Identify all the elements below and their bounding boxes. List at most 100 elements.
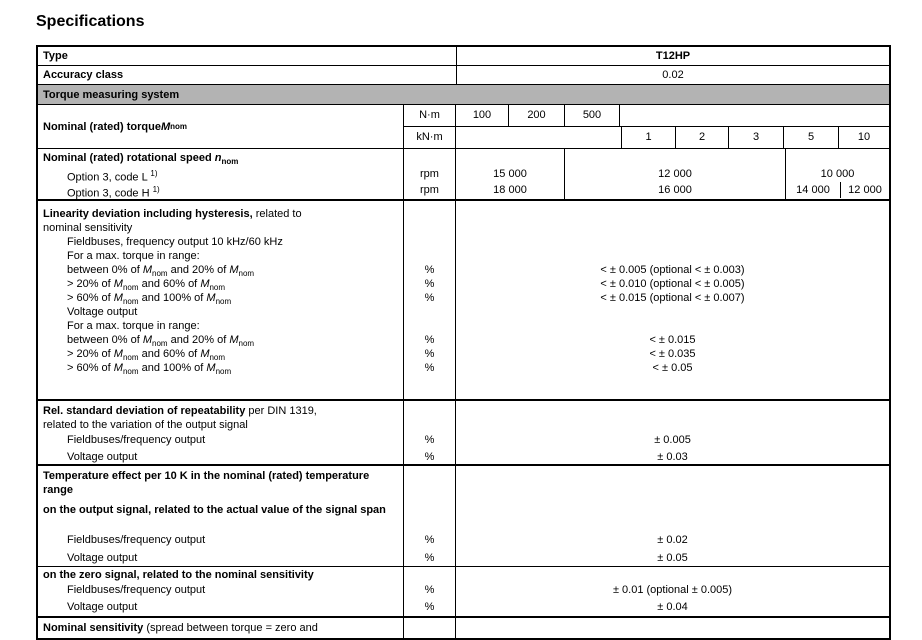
- repeatability-label-column: Rel. standard deviation of repeatability…: [38, 401, 404, 464]
- temperature-label-column: Temperature effect per 10 K in the nomin…: [38, 466, 404, 566]
- speed-label-column: Nominal (rated) rotational speed nnom Op…: [38, 149, 404, 200]
- partial-bottom-row: Nominal sensitivity (spread between torq…: [38, 618, 889, 638]
- unit-cell: %: [424, 601, 435, 613]
- value-cell: < ± 0.015: [649, 334, 696, 346]
- speed-section: Nominal (rated) rotational speed nnom Op…: [38, 149, 889, 201]
- linearity-value-column: < ± 0.005 (optional < ± 0.003) < ± 0.010…: [456, 201, 889, 399]
- unit-cell: rpm: [420, 168, 439, 180]
- empty-cell: [620, 105, 889, 126]
- row-label: Voltage output: [67, 601, 138, 613]
- row-accuracy-class: Accuracy class 0.02: [38, 66, 889, 85]
- voltage-range-label: For a max. torque in range:: [67, 320, 200, 332]
- range-label: > 20% of Mnom and 60% of Mnom: [67, 278, 226, 293]
- unit-cell: %: [424, 348, 435, 360]
- unit-cell: %: [424, 292, 435, 304]
- unit-cell: %: [424, 362, 435, 374]
- accuracy-class-value: 0.02: [662, 69, 684, 81]
- partial-row-label-column: Nominal sensitivity (spread between torq…: [38, 618, 404, 638]
- torque-row-nm: N·m 100 200 500: [404, 105, 889, 127]
- unit-cell: kN·m: [404, 126, 456, 148]
- repeatability-header-line1: Rel. standard deviation of repeatability…: [43, 405, 317, 417]
- temperature-value-column: ± 0.02 ± 0.05: [456, 466, 889, 566]
- value-cell: ± 0.05: [657, 552, 688, 564]
- unit-cell: %: [424, 451, 435, 463]
- unit-cell: %: [424, 264, 435, 276]
- unit-cell: %: [424, 334, 435, 346]
- row-label: Fieldbuses/frequency output: [67, 534, 206, 546]
- page-title: Specifications: [36, 13, 145, 30]
- value-cell: < ± 0.035: [649, 348, 696, 360]
- torque-value-cell: 1: [622, 126, 676, 148]
- unit-cell: %: [424, 278, 435, 290]
- speed-option-l-label: Option 3, code L 1): [67, 169, 158, 184]
- torque-value-cell: 3: [729, 126, 784, 148]
- speed-split-row: 14 000 12 000: [786, 182, 889, 198]
- speed-slice-a: 15 000 18 000: [456, 149, 565, 199]
- unit-cell: %: [424, 434, 435, 446]
- range-label: > 20% of Mnom and 60% of Mnom: [67, 348, 226, 363]
- linearity-label-column: Linearity deviation including hysteresis…: [38, 201, 404, 399]
- zero-signal-unit-column: % %: [404, 567, 456, 616]
- speed-value-cell: 16 000: [658, 184, 692, 196]
- value-cell: < ± 0.010 (optional < ± 0.005): [600, 278, 745, 290]
- torque-value-cell: 500: [565, 105, 620, 126]
- torque-value-cell: 100: [456, 105, 509, 126]
- unit-cell: %: [424, 584, 435, 596]
- empty-cell: [456, 126, 622, 148]
- speed-value-cell: 15 000: [493, 168, 527, 180]
- voltage-title: Voltage output: [67, 306, 138, 318]
- type-label: Type: [38, 47, 457, 65]
- section-band-torque-measuring-system: Torque measuring system: [38, 85, 889, 105]
- speed-header: Nominal (rated) rotational speed nnom: [43, 152, 239, 167]
- zero-signal-label-column: on the zero signal, related to the nomin…: [38, 567, 404, 616]
- speed-option-h-label: Option 3, code H 1): [67, 185, 160, 200]
- repeatability-value-column: ± 0.005 ± 0.03: [456, 401, 889, 464]
- unit-cell: rpm: [420, 184, 439, 196]
- temperature-zero-section: on the zero signal, related to the nomin…: [38, 567, 889, 618]
- repeatability-unit-column: % %: [404, 401, 456, 464]
- range-label: > 60% of Mnom and 100% of Mnom: [67, 292, 232, 307]
- unit-cell: N·m: [404, 105, 456, 126]
- unit-cell: %: [424, 534, 435, 546]
- temperature-header: Temperature effect per 10 K in the nomin…: [43, 470, 370, 496]
- torque-row-knm: kN·m 1 2 3 5 10: [404, 126, 889, 148]
- value-cell: < ± 0.005 (optional < ± 0.003): [600, 264, 745, 276]
- range-label: > 60% of Mnom and 100% of Mnom: [67, 362, 232, 377]
- partial-row-value-column: [456, 618, 889, 638]
- torque-value-cell: 10: [857, 131, 871, 144]
- type-value: T12HP: [655, 50, 691, 62]
- fieldbus-range-label: For a max. torque in range:: [67, 250, 200, 262]
- output-signal-header: on the output signal, related to the act…: [43, 504, 386, 516]
- speed-value-cell: 12 000: [848, 184, 882, 196]
- repeatability-header-line2: related to the variation of the output s…: [43, 419, 248, 431]
- value-cell: ± 0.04: [657, 601, 688, 613]
- speed-unit-column: rpm rpm: [404, 149, 456, 199]
- row-label: Voltage output: [67, 451, 138, 463]
- torque-value-cell: 200: [509, 105, 565, 126]
- fieldbus-title: Fieldbuses, frequency output 10 kHz/60 k…: [67, 236, 283, 248]
- accuracy-class-label: Accuracy class: [38, 66, 457, 84]
- repeatability-section: Rel. standard deviation of repeatability…: [38, 401, 889, 466]
- speed-slice-c: 10 000 14 000 12 000: [786, 149, 889, 199]
- torque-value-cell: 2: [676, 126, 729, 148]
- temperature-unit-column: % %: [404, 466, 456, 566]
- linearity-section: Linearity deviation including hysteresis…: [38, 201, 889, 401]
- value-cell: ± 0.03: [657, 451, 688, 463]
- speed-value-cell: 18 000: [493, 184, 527, 196]
- speed-value-cell: 14 000: [786, 182, 841, 198]
- spec-table: Type T12HP Accuracy class 0.02 Torque me…: [36, 45, 891, 640]
- section-band-label: Torque measuring system: [43, 88, 180, 101]
- row-type: Type T12HP: [38, 47, 889, 66]
- partial-row-label: Nominal sensitivity (spread between torq…: [43, 622, 318, 634]
- value-cell: < ± 0.05: [652, 362, 693, 374]
- value-cell: ± 0.02: [657, 534, 688, 546]
- row-label: Voltage output: [67, 552, 138, 564]
- speed-slice-b: 12 000 16 000: [565, 149, 786, 199]
- range-label: between 0% of Mnom and 20% of Mnom: [67, 334, 255, 349]
- value-cell: < ± 0.015 (optional < ± 0.007): [600, 292, 745, 304]
- linearity-unit-column: % % % % % %: [404, 201, 456, 399]
- partial-row-unit-column: [404, 618, 456, 638]
- zero-signal-header: on the zero signal, related to the nomin…: [43, 569, 314, 581]
